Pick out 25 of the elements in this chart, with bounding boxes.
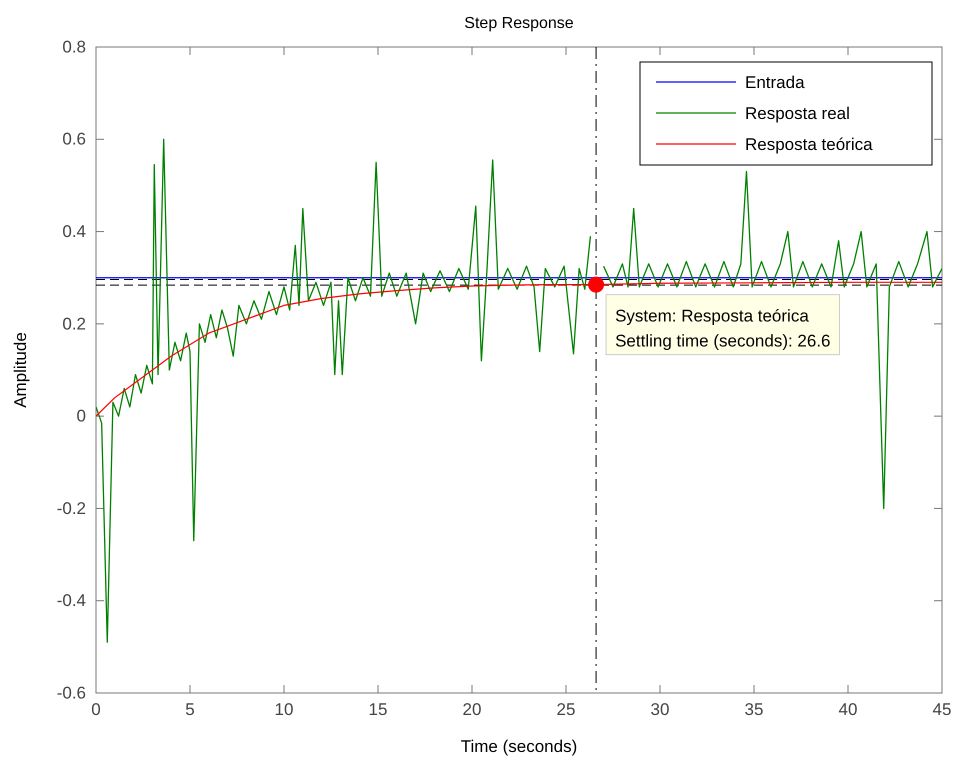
y-tick-label: 0.2 <box>62 314 86 334</box>
x-tick-label: 30 <box>650 700 670 720</box>
y-axis-title: Amplitude <box>11 332 30 408</box>
chart-title: Step Response <box>464 15 574 32</box>
y-tick-label: -0.4 <box>56 591 86 610</box>
x-tick-label: 25 <box>556 700 576 720</box>
legend-label: Entrada <box>745 73 806 92</box>
x-tick-label: 35 <box>744 700 764 720</box>
x-tick-label: 20 <box>462 700 482 720</box>
x-tick-label: 10 <box>274 700 294 720</box>
x-tick-label: 5 <box>185 700 195 720</box>
x-tick-label: 0 <box>91 700 101 720</box>
x-axis-title: Time (seconds) <box>460 737 578 756</box>
y-tick-label: -0.6 <box>56 683 86 702</box>
y-tick-label: -0.2 <box>56 498 86 518</box>
x-tick-label: 40 <box>838 700 858 720</box>
y-tick-label: 0 <box>76 406 86 426</box>
legend-label: Resposta real <box>745 104 850 123</box>
x-tick-label: 15 <box>368 700 388 720</box>
legend-label: Resposta teórica <box>745 135 874 154</box>
x-tick-label: 45 <box>932 700 952 720</box>
y-tick-label: 0.8 <box>62 37 86 56</box>
annotation: System: Resposta teórica Settling time (seconds): 26.6 <box>615 306 831 351</box>
y-tick-label: 0.6 <box>62 130 86 149</box>
y-tick-label: 0.4 <box>62 222 86 242</box>
